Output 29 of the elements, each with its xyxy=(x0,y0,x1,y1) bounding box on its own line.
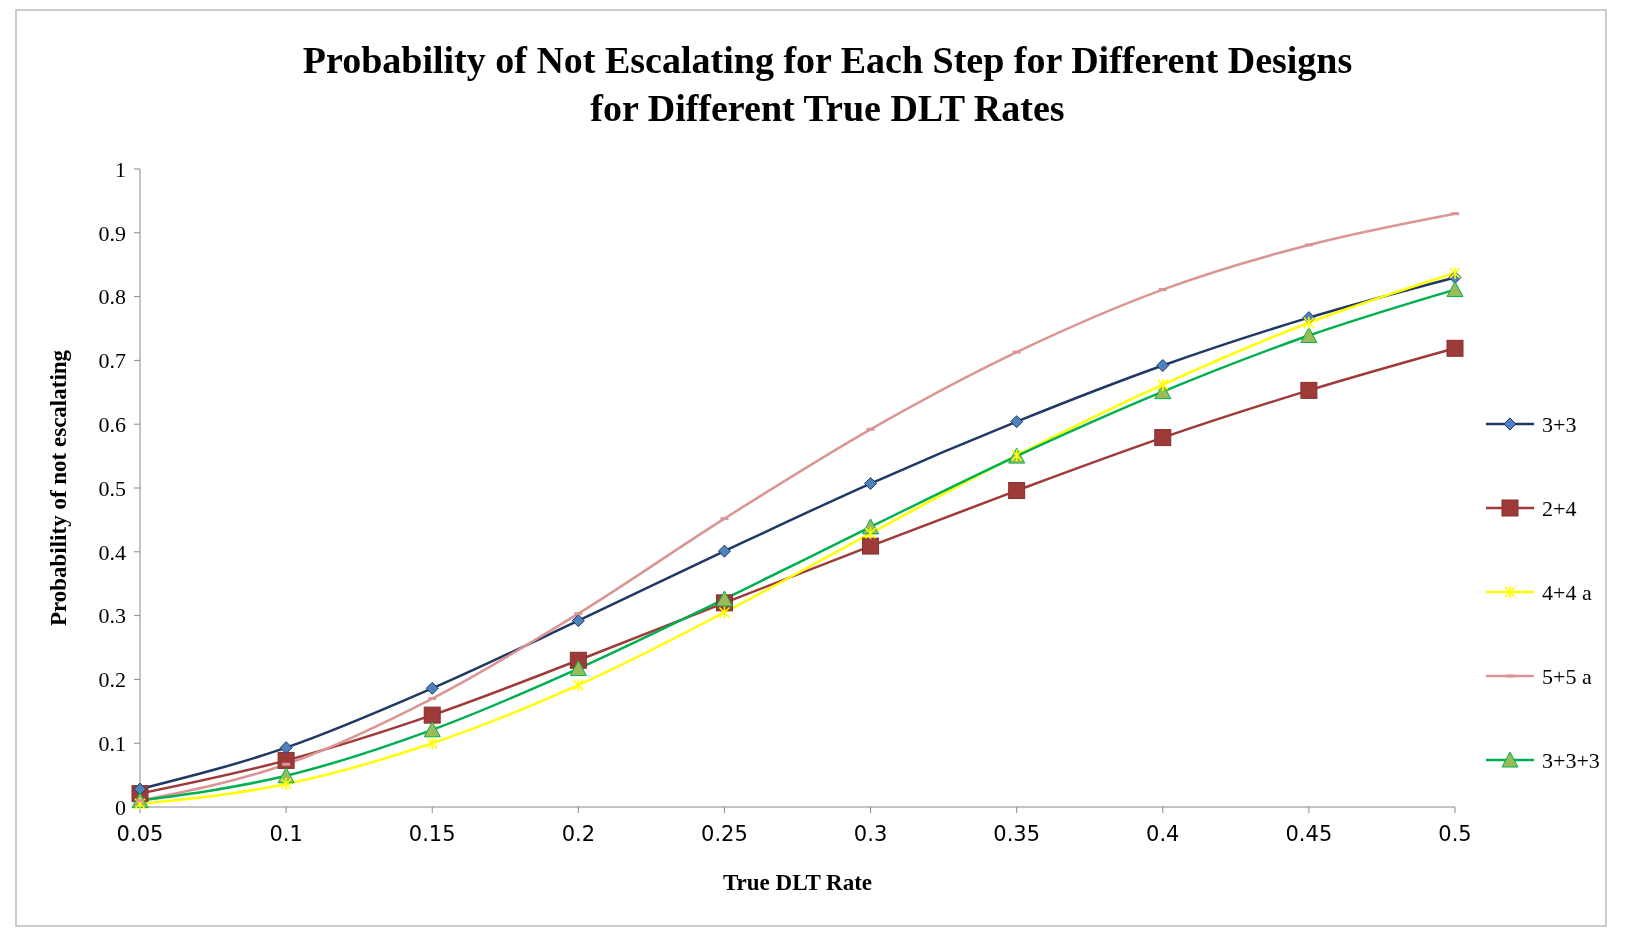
x-tick-label: 0.3 xyxy=(853,822,888,846)
x-tick-label: 0.15 xyxy=(408,822,456,846)
chart-title: Probability of Not Escalating for Each Step for Different Designs for Different True DLT Rates xyxy=(302,39,1353,129)
x-tick-label: 0.2 xyxy=(561,822,596,846)
y-tick-label: 0.5 xyxy=(98,475,126,501)
x-tick-label: 0.45 xyxy=(1285,822,1333,846)
y-tick-label: 0.3 xyxy=(98,603,126,629)
x-tick-label: 0.35 xyxy=(993,822,1041,846)
legend-label: 3+3+3 xyxy=(1542,747,1600,773)
y-axis-title: Probability of not escalating xyxy=(46,349,71,627)
y-tick-label: 0.4 xyxy=(98,539,126,565)
y-tick-label: 0 xyxy=(115,794,126,820)
x-tick-label: 0.25 xyxy=(701,822,748,846)
y-tick-label: 0.6 xyxy=(98,411,126,437)
x-tick-label: 0.1 xyxy=(269,822,303,846)
y-tick-label: 0.7 xyxy=(98,348,126,374)
y-tick-label: 0.9 xyxy=(98,220,126,246)
legend-label: 5+5 a xyxy=(1542,663,1592,689)
legend-label: 4+4 a xyxy=(1542,579,1592,605)
legend-label: 3+3 xyxy=(1542,411,1577,437)
x-tick-label: 0.4 xyxy=(1146,822,1180,846)
y-tick-label: 0.1 xyxy=(98,730,126,756)
x-axis-title: True DLT Rate xyxy=(722,870,873,895)
y-tick-label: 1 xyxy=(115,156,126,182)
x-tick-label: 0.5 xyxy=(1438,822,1472,846)
legend-label: 2+4 xyxy=(1542,495,1577,521)
y-tick-label: 0.8 xyxy=(98,284,126,310)
x-tick-label: 0.05 xyxy=(116,822,164,846)
y-tick-label: 0.2 xyxy=(98,667,126,693)
